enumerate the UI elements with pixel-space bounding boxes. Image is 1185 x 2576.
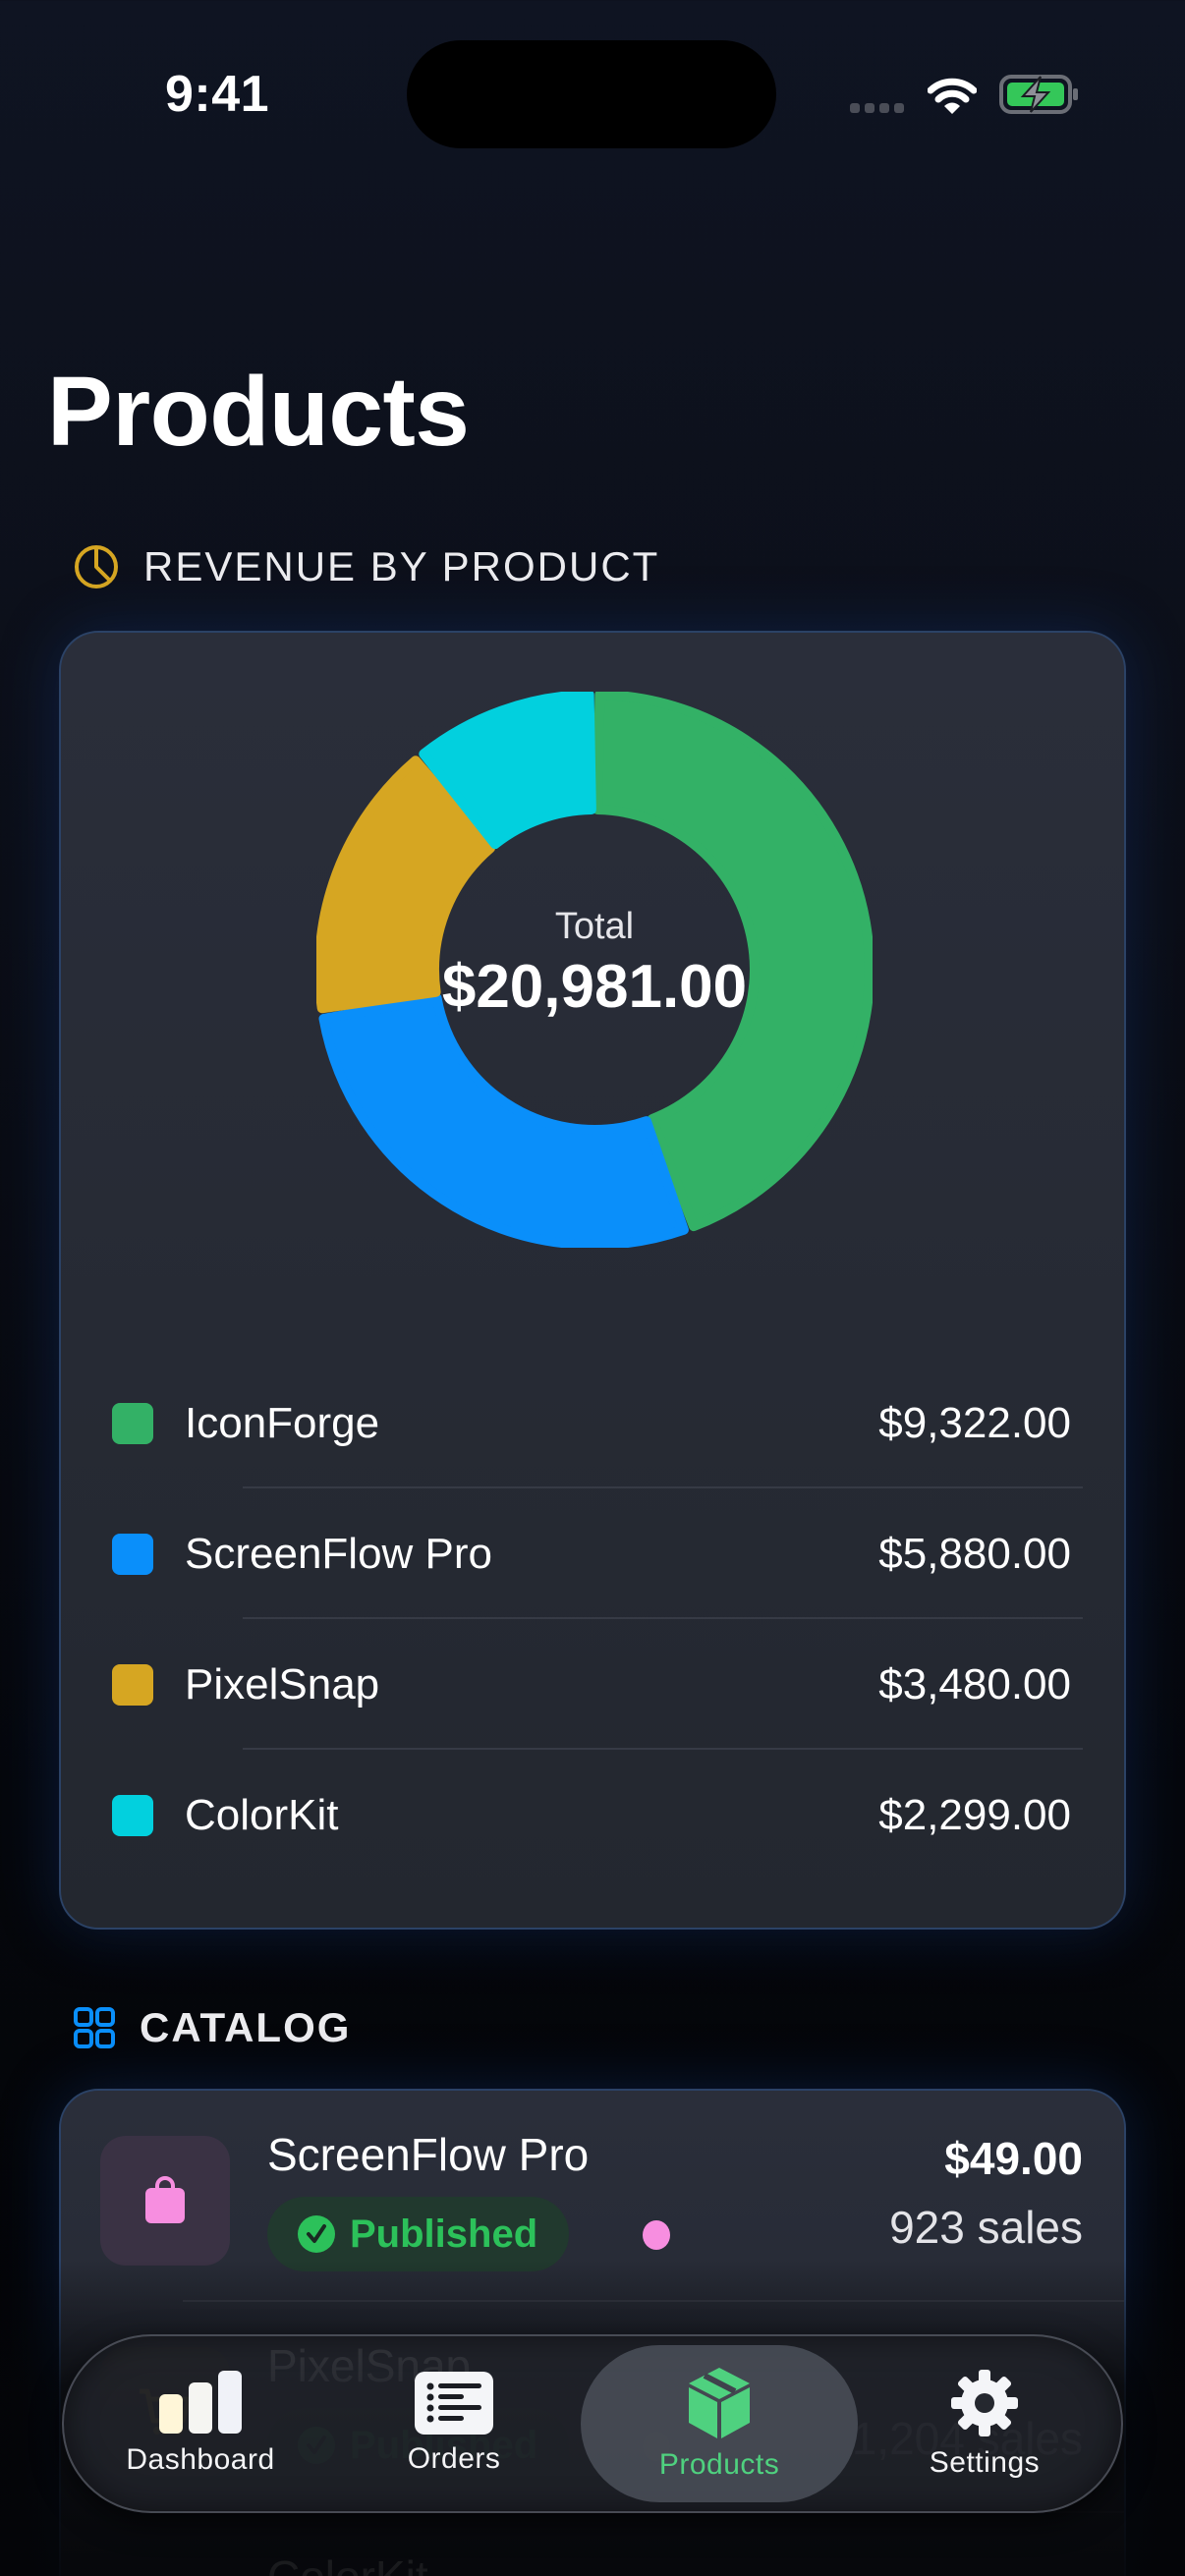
page-title: Products: [47, 357, 470, 467]
product-name: ScreenFlow Pro: [267, 2129, 590, 2180]
box-icon: [689, 2368, 751, 2438]
donut-total-value: $20,981.00: [441, 953, 748, 1021]
legend-row-iconforge[interactable]: IconForge $9,322.00: [61, 1358, 1124, 1488]
product-color-dot: [643, 2220, 670, 2250]
legend-name: ScreenFlow Pro: [185, 1529, 493, 1578]
legend-amount: $2,299.00: [878, 1790, 1071, 1839]
status-badge: Published: [267, 2197, 570, 2271]
donut-segment-colorkit[interactable]: [419, 690, 596, 850]
wifi-icon: [928, 78, 977, 114]
revenue-card: Total $20,981.00 IconForge $9,322.00 Scr…: [59, 631, 1126, 1930]
donut-chart-svg: [314, 690, 875, 1250]
status-text: Published: [350, 2212, 538, 2256]
tab-label: Products: [658, 2448, 780, 2481]
donut-total-label: Total: [554, 906, 635, 947]
catalog-row-screenflow-pro[interactable]: ScreenFlow Pro Published $49.00 923 sale…: [61, 2091, 1124, 2302]
product-sales: 923 sales: [889, 2202, 1083, 2253]
tab-dashboard[interactable]: Dashboard: [74, 2345, 327, 2502]
legend-amount: $9,322.00: [878, 1398, 1071, 1447]
divider: [243, 1748, 1083, 1750]
tab-bar: Dashboard Orders Products: [62, 2334, 1123, 2513]
grid-icon: [74, 2007, 115, 2048]
pie-chart-icon: [75, 545, 118, 588]
tab-orders[interactable]: Orders: [327, 2345, 581, 2502]
divider: [243, 1617, 1083, 1619]
revenue-section-header: REVENUE BY PRODUCT: [73, 543, 659, 590]
legend-row-pixelsnap[interactable]: PixelSnap $3,480.00: [61, 1619, 1124, 1750]
legend-name: ColorKit: [185, 1790, 339, 1839]
list-icon: [415, 2372, 494, 2435]
tab-products[interactable]: Products: [581, 2345, 858, 2502]
legend-name: PixelSnap: [185, 1659, 380, 1708]
status-time: 9:41: [165, 66, 270, 123]
gear-icon: [950, 2370, 1018, 2436]
tab-label: Settings: [929, 2446, 1041, 2479]
revenue-legend: IconForge $9,322.00 ScreenFlow Pro $5,88…: [61, 1358, 1124, 1880]
cellular-signal-icon: [850, 103, 904, 113]
legend-name: IconForge: [185, 1398, 380, 1447]
catalog-section-title: CATALOG: [140, 2004, 352, 2050]
dynamic-island: [407, 40, 776, 148]
tab-label: Orders: [407, 2442, 501, 2475]
bag-icon: [145, 2176, 185, 2223]
tab-settings[interactable]: Settings: [858, 2345, 1111, 2502]
product-name: ColorKit: [267, 2550, 428, 2576]
donut-segment-iconforge[interactable]: [592, 690, 875, 1232]
checkmark-circle-icon: [298, 2215, 335, 2253]
donut-segment-screenflow-pro[interactable]: [318, 993, 689, 1250]
legend-swatch: [112, 1402, 153, 1444]
legend-swatch: [112, 1663, 153, 1706]
catalog-section-header: CATALOG: [73, 2004, 351, 2051]
legend-amount: $3,480.00: [878, 1659, 1071, 1708]
donut-segment-pixelsnap[interactable]: [314, 756, 496, 1014]
divider: [243, 1486, 1083, 1488]
legend-row-colorkit[interactable]: ColorKit $2,299.00: [61, 1750, 1124, 1880]
product-price: $49.00: [944, 2133, 1083, 2184]
status-bar: 9:41: [0, 0, 1185, 196]
revenue-donut-chart[interactable]: Total $20,981.00: [314, 690, 875, 1250]
chart-bars-icon: [159, 2371, 243, 2434]
legend-swatch: [112, 1794, 153, 1836]
revenue-section-title: REVENUE BY PRODUCT: [143, 543, 660, 589]
legend-amount: $5,880.00: [878, 1529, 1071, 1578]
donut-center: Total $20,981.00: [316, 692, 873, 1248]
battery-charging-icon: [999, 75, 1078, 114]
legend-swatch: [112, 1533, 153, 1575]
catalog-row-colorkit[interactable]: ColorKit: [61, 2513, 1124, 2576]
legend-row-screenflow-pro[interactable]: ScreenFlow Pro $5,880.00: [61, 1488, 1124, 1619]
tab-label: Dashboard: [126, 2443, 275, 2476]
product-icon-box: [100, 2136, 230, 2266]
